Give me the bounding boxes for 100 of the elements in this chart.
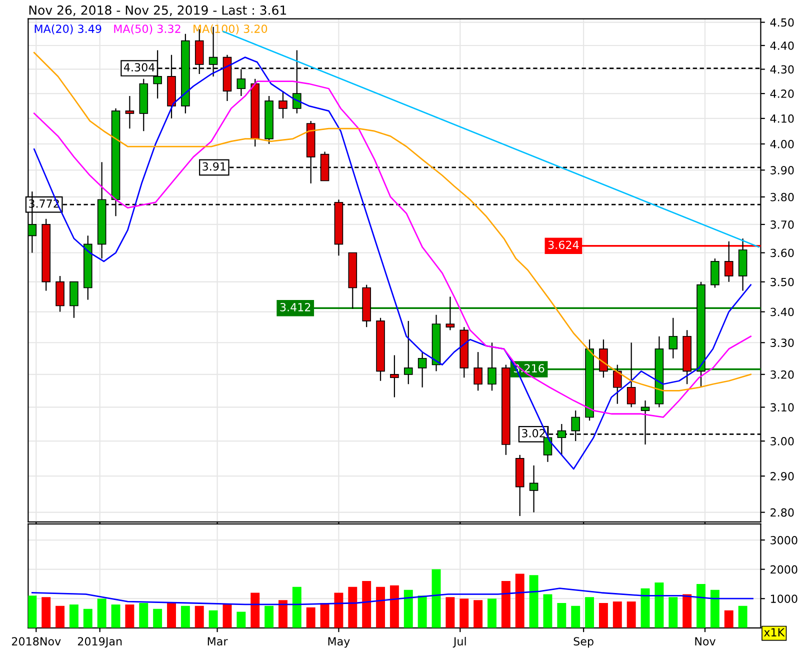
y-tick-label: 3.10 — [770, 403, 794, 412]
y-tick-label: 4.40 — [770, 41, 794, 50]
bar — [557, 603, 566, 628]
bar — [362, 581, 372, 628]
bar — [724, 610, 734, 628]
bar — [334, 592, 344, 628]
y-tick-label: 3.90 — [770, 166, 794, 174]
candlestick — [446, 296, 455, 331]
bar — [42, 597, 51, 628]
y-tick-label: 3.60 — [770, 248, 794, 258]
x-tick-label: Mar — [208, 637, 228, 646]
candlestick — [529, 464, 538, 513]
bar — [696, 584, 706, 628]
bar — [390, 585, 399, 628]
y-tick-label: 4.00 — [770, 140, 794, 148]
bar — [488, 598, 496, 628]
y-tick-label: 3000 — [770, 536, 798, 544]
bar — [460, 598, 469, 628]
bar — [418, 596, 427, 628]
x-tick-label: May — [328, 637, 350, 648]
ref-line-label: 4.304 — [124, 63, 155, 72]
bar — [180, 606, 190, 628]
bar — [515, 574, 524, 628]
y-tick-label: 2000 — [770, 565, 798, 574]
candlestick — [125, 95, 134, 130]
candlestick — [668, 317, 678, 359]
bar — [571, 606, 580, 628]
y-tick-label: 4.30 — [770, 65, 794, 74]
candlestick — [599, 338, 608, 378]
candlestick — [70, 281, 78, 318]
x-tick-label: 2019Jan — [78, 637, 122, 648]
text: MA(20) 3.49 — [34, 24, 102, 34]
bar — [710, 590, 720, 628]
ref-line-label: 3.624 — [548, 240, 579, 250]
x-tick-label: Jul — [452, 636, 466, 648]
bar — [682, 594, 692, 628]
candlestick — [474, 351, 482, 392]
candlestick — [613, 364, 622, 404]
bar — [278, 600, 288, 628]
bar — [543, 594, 552, 628]
bar — [640, 588, 650, 628]
y-tick-label: 4.50 — [770, 18, 794, 27]
bar — [236, 612, 246, 628]
bar — [585, 597, 594, 628]
bar — [474, 600, 483, 628]
x-tick-label: Sep — [574, 637, 594, 648]
y-tick-label: 4.10 — [770, 114, 794, 123]
bar — [446, 597, 455, 628]
bar — [222, 604, 232, 628]
bar — [56, 606, 65, 628]
bar — [111, 604, 120, 628]
bar — [404, 590, 413, 628]
bar — [654, 582, 664, 628]
candlestick — [278, 90, 288, 119]
x-tick-label: Nov — [695, 637, 716, 646]
bar — [97, 598, 106, 628]
bar — [292, 586, 302, 628]
chart-title: Nov 26, 2018 - Nov 25, 2019 - Last : 3.61 — [29, 5, 286, 16]
bar — [598, 603, 608, 628]
bar — [167, 603, 176, 628]
bar — [139, 603, 148, 628]
candlestick — [724, 240, 734, 282]
bar — [432, 569, 441, 628]
bar — [208, 610, 218, 628]
y-tick-label: 3.70 — [770, 220, 794, 229]
bar — [348, 586, 358, 628]
bar — [28, 596, 37, 628]
candlestick — [390, 354, 399, 398]
text: MA(50) 3.32 — [114, 24, 180, 34]
x-tick-label: 2018Nov — [12, 637, 61, 646]
ref-line-label: 3.412 — [280, 302, 310, 312]
bar — [153, 608, 162, 628]
y-tick-label: 3.30 — [770, 338, 794, 347]
bar — [194, 606, 204, 628]
bar — [612, 602, 622, 628]
ref-line-label: 3.02 — [522, 429, 545, 438]
y-tick-label: 1000 — [770, 594, 798, 603]
candlestick — [488, 342, 496, 392]
candlestick — [236, 68, 246, 97]
y-tick-label: 3.40 — [770, 308, 794, 316]
candlestick — [404, 320, 413, 385]
bar — [250, 592, 260, 628]
candlestick — [710, 258, 720, 288]
y-tick-label: 3.20 — [770, 370, 794, 379]
bar — [83, 608, 92, 628]
y-tick-label: 3.50 — [770, 278, 794, 286]
bar — [376, 586, 385, 628]
candlestick — [56, 275, 64, 312]
y-tick-label: 4.20 — [770, 90, 794, 98]
candlestick — [418, 351, 427, 388]
y-tick-label: 2.80 — [770, 508, 794, 517]
y-tick-label: 3.00 — [770, 437, 794, 446]
bar — [306, 607, 316, 628]
bar — [320, 603, 330, 628]
line-series — [31, 588, 754, 606]
text: x1K — [764, 628, 785, 636]
y-tick-label: 3.80 — [770, 192, 794, 202]
candlestick — [626, 342, 636, 408]
bar — [125, 604, 134, 628]
bar — [529, 575, 538, 628]
